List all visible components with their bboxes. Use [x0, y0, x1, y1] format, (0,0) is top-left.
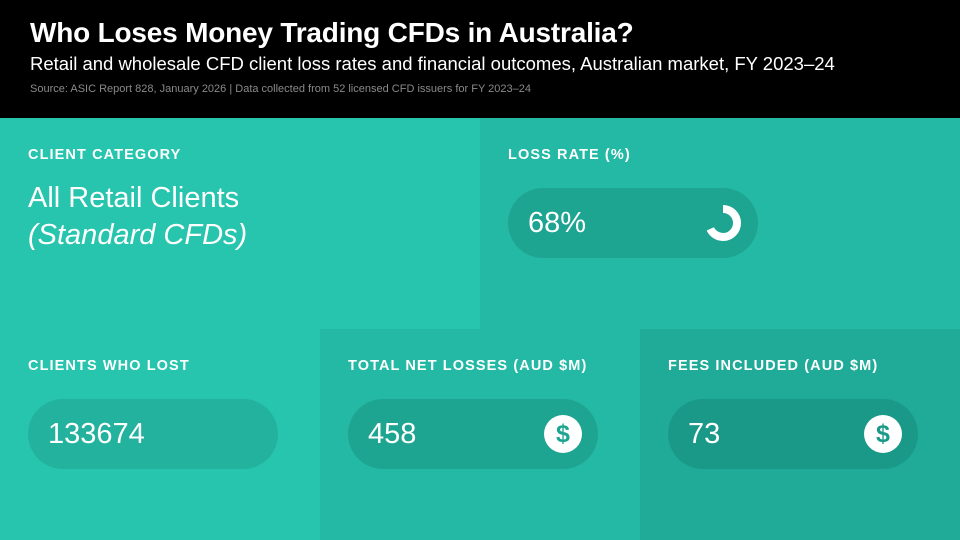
net-losses-panel: TOTAL NET LOSSES (AUD $M) 458 $ [320, 329, 640, 540]
client-category-value: All Retail Clients [28, 182, 240, 214]
net-losses-label: TOTAL NET LOSSES (AUD $M) [348, 358, 588, 374]
net-losses-pill: 458 $ [348, 399, 598, 469]
client-category-subvalue: (Standard CFDs) [28, 219, 248, 251]
loss-rate-pill: 68% [508, 188, 758, 258]
loss-rate-value: 68% [528, 207, 587, 239]
page-subtitle: Retail and wholesale CFD client loss rat… [30, 53, 835, 74]
client-category-label: CLIENT CATEGORY [28, 147, 182, 163]
clients-lost-pill: 133674 [28, 399, 278, 469]
clients-lost-panel: CLIENTS WHO LOST 133674 [0, 329, 320, 540]
source-note: Source: ASIC Report 828, January 2026 | … [30, 83, 531, 95]
loss-rate-panel: LOSS RATE (%) 68% [480, 118, 960, 329]
fees-panel: FEES INCLUDED (AUD $M) 73 $ [640, 329, 960, 540]
clients-lost-value: 133674 [48, 418, 145, 450]
dollar-icon: $ [544, 415, 582, 453]
fees-value: 73 [688, 418, 721, 450]
fees-pill: 73 $ [668, 399, 918, 469]
loss-rate-label: LOSS RATE (%) [508, 147, 631, 163]
page-title: Who Loses Money Trading CFDs in Australi… [30, 17, 634, 48]
client-category-panel: CLIENT CATEGORY All Retail Clients (Stan… [0, 118, 480, 329]
fees-label: FEES INCLUDED (AUD $M) [668, 358, 879, 374]
donut-arc [705, 205, 741, 241]
header: Who Loses Money Trading CFDs in Australi… [0, 0, 960, 118]
net-losses-value: 458 [368, 418, 417, 450]
clients-lost-label: CLIENTS WHO LOST [28, 358, 190, 374]
donut-progress-icon [705, 205, 741, 241]
dollar-icon: $ [864, 415, 902, 453]
